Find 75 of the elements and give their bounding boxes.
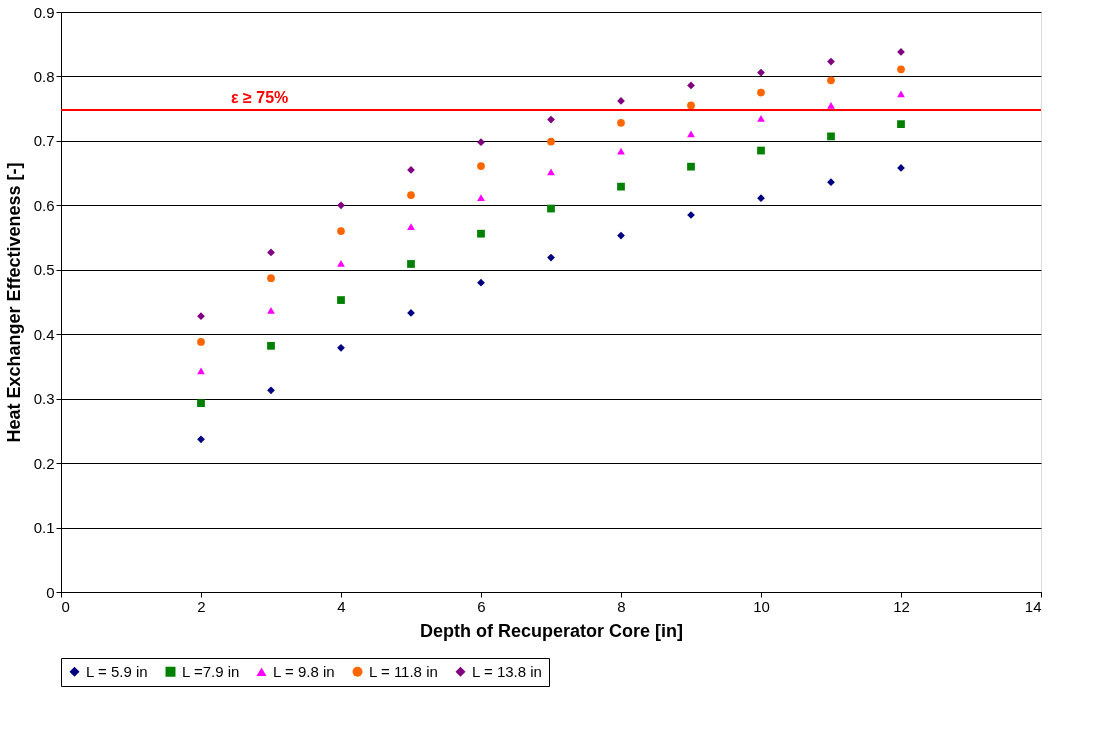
point [267, 274, 275, 283]
point [547, 115, 555, 124]
y-axis-title: Heat Exchanger Effectiveness [-] [3, 162, 24, 443]
x-tick-label: 0 [61, 597, 70, 615]
point [757, 68, 765, 77]
point [897, 90, 905, 98]
x-tick-label: 2 [197, 597, 206, 615]
y-tick-label: 0.9 [33, 3, 55, 21]
y-tick-label: 0.6 [33, 196, 55, 214]
point [477, 278, 485, 287]
point [407, 166, 415, 174]
point [477, 229, 485, 238]
point [897, 65, 905, 74]
y-tick-label: 0.7 [33, 132, 55, 150]
y-tick-label: 0.2 [33, 454, 55, 472]
point [267, 341, 275, 350]
point [197, 338, 205, 346]
point [617, 182, 625, 191]
point [477, 162, 485, 170]
point [337, 201, 345, 210]
point [757, 146, 765, 155]
x-tick-label: 10 [753, 597, 770, 615]
x-tick-label: 12 [893, 597, 910, 615]
x-tick-label: 6 [477, 597, 486, 615]
point [687, 81, 695, 90]
x-tick-label: 8 [617, 597, 626, 615]
legend-label: L = 5.9 in [86, 662, 148, 680]
point [687, 101, 695, 110]
legend-label: L = 9.8 in [273, 662, 335, 680]
point [267, 386, 275, 395]
point [827, 132, 835, 141]
point [267, 248, 275, 257]
point [547, 168, 555, 176]
y-tick-label: 0.1 [33, 519, 55, 537]
x-tick-label: 4 [337, 597, 346, 615]
point [617, 118, 625, 127]
point [197, 367, 205, 375]
point [337, 259, 345, 267]
point [407, 223, 415, 230]
point [827, 57, 835, 66]
point [197, 399, 205, 408]
y-tick-label: 0.5 [33, 261, 55, 279]
point [407, 191, 415, 199]
legend-label: L = 13.8 in [472, 662, 542, 680]
point [897, 120, 905, 129]
y-tick-label: 0.3 [33, 390, 55, 408]
point [687, 130, 695, 138]
point [547, 204, 555, 213]
point [337, 227, 345, 235]
ref-line-label: ε ≥ 75% [231, 88, 289, 106]
point [337, 343, 345, 352]
x-tick-label: 14 [1024, 597, 1042, 615]
y-tick-label: 0.8 [33, 67, 55, 85]
legend-label: L = 11.8 in [369, 662, 438, 680]
point [757, 194, 765, 203]
point [827, 76, 835, 85]
x-axis-title: Depth of Recuperator Core [in] [419, 620, 684, 641]
point [547, 253, 555, 262]
point [617, 147, 625, 155]
point [827, 102, 835, 109]
point [477, 138, 485, 147]
point [337, 296, 345, 304]
point [757, 114, 765, 122]
y-tick-label: 0.4 [33, 325, 55, 343]
point [687, 162, 695, 171]
point [547, 137, 555, 146]
point [407, 260, 415, 268]
point [197, 435, 205, 444]
point [617, 231, 625, 240]
legend-label: L =7.9 in [182, 662, 240, 680]
y-tick-label: 0 [46, 583, 55, 601]
point [267, 307, 275, 314]
point [197, 312, 205, 321]
point [757, 88, 765, 97]
point [477, 194, 485, 201]
